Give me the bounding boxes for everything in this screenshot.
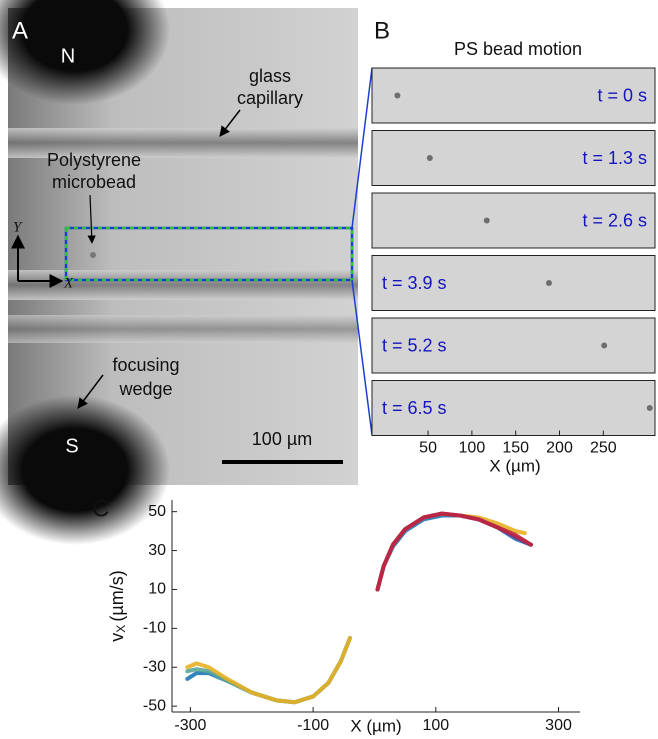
scale-bar-label: 100 µm [252, 429, 312, 449]
axis-label: Y [13, 219, 23, 235]
y-tick-label: 50 [148, 503, 166, 520]
frame-label: t = 5.2 s [382, 335, 447, 355]
annotation: focusing [112, 355, 179, 375]
y-tick-label: -10 [143, 620, 166, 637]
series-line [185, 636, 352, 705]
pole-label: S [65, 435, 78, 457]
x-axis-label: X (µm) [350, 716, 401, 735]
x-tick-label: -300 [174, 717, 206, 734]
axis-label: X [63, 275, 74, 291]
frame-label: t = 0 s [597, 85, 647, 105]
annotation: wedge [118, 379, 172, 399]
frame-label: t = 3.9 s [382, 273, 447, 293]
series-line [375, 511, 533, 592]
panel-label: C [92, 495, 109, 522]
annotation: capillary [237, 88, 303, 108]
frame [371, 255, 656, 311]
panel-label: B [374, 17, 390, 44]
x-tick-label: 100 [422, 717, 449, 734]
x-tick-label: 50 [419, 440, 437, 457]
frame [371, 67, 656, 124]
frame [371, 130, 656, 186]
annotation: Polystyrene [47, 150, 141, 170]
y-tick-label: 10 [148, 581, 166, 598]
x-tick-label: 250 [590, 440, 617, 457]
y-axis-label: vX(µm/s) [107, 570, 128, 641]
y-tick-label: -30 [143, 658, 166, 675]
frame [371, 380, 656, 436]
bead [483, 217, 490, 224]
y-tick-label: -50 [143, 697, 166, 714]
bead [601, 342, 608, 349]
frame-label: t = 1.3 s [582, 148, 647, 168]
bead [646, 405, 653, 411]
frame-label: t = 6.5 s [382, 398, 447, 418]
bead [426, 155, 433, 161]
annotation: glass [249, 66, 291, 86]
bead [545, 280, 552, 286]
x-tick-label: 150 [502, 440, 529, 457]
panel-label: A [12, 17, 28, 44]
x-tick-label: 300 [545, 717, 572, 734]
x-axis-label: X (µm) [489, 456, 540, 475]
series-line [375, 511, 533, 592]
series-line [375, 511, 527, 592]
panel-title: PS bead motion [454, 39, 582, 59]
micrograph [0, 0, 373, 545]
frame [371, 317, 656, 374]
x-tick-label: 100 [459, 440, 486, 457]
frame-label: t = 2.6 s [582, 210, 647, 230]
y-tick-label: 30 [148, 542, 166, 559]
bead [394, 92, 401, 99]
x-tick-label: -100 [297, 717, 329, 734]
annotation: microbead [52, 172, 136, 192]
x-tick-label: 200 [546, 440, 573, 457]
frame [371, 192, 656, 249]
pole-label: N [61, 45, 75, 67]
